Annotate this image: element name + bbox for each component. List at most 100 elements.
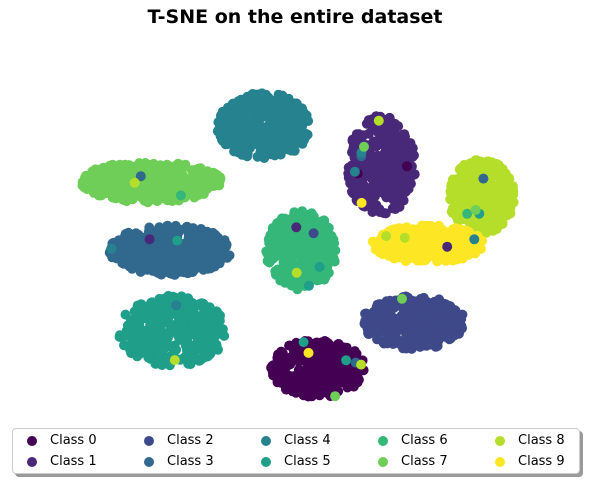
scatter-point-class-2 xyxy=(455,320,466,331)
scatter-point-class-4 xyxy=(233,118,244,129)
scatter-point-class-7 xyxy=(121,195,132,206)
scatter-point-class-7 xyxy=(87,166,98,177)
scatter-point-class-5 xyxy=(176,292,187,303)
legend-label: Class 6 xyxy=(401,433,448,448)
legend-label: Class 7 xyxy=(401,454,448,469)
legend-label: Class 0 xyxy=(50,433,97,448)
scatter-point-class-9 xyxy=(451,223,462,234)
scatter-point-class-8 xyxy=(456,170,467,180)
scatter-point-class-4 xyxy=(297,120,308,131)
scatter-point-class-3 xyxy=(115,241,125,252)
scatter-point-class-5 xyxy=(171,309,182,320)
scatter-point-class-4 xyxy=(239,148,250,159)
scatter-point-class-5 xyxy=(165,319,176,330)
scatter-point-class-6 xyxy=(262,256,273,266)
legend-marker xyxy=(261,435,271,446)
scatter-point-class-2 xyxy=(422,311,433,322)
scatter-point-class-4 xyxy=(255,97,266,108)
scatter-point-class-0 xyxy=(297,388,308,399)
scatter-point-class-4 xyxy=(171,300,182,311)
scatter-point-class-2 xyxy=(409,304,420,315)
scatter-point-class-8 xyxy=(470,173,481,184)
scatter-point-class-3 xyxy=(212,242,223,253)
scatter-point-class-9 xyxy=(356,197,367,208)
scatter-point-class-1 xyxy=(363,115,374,126)
scatter-point-class-5 xyxy=(341,355,352,366)
scatter-point-class-4 xyxy=(231,141,242,152)
scatter-point-class-1 xyxy=(291,222,302,233)
scatter-point-class-5 xyxy=(196,330,207,341)
scatter-point-class-2 xyxy=(415,335,425,346)
scatter-point-class-0 xyxy=(312,370,323,381)
scatter-point-class-5 xyxy=(147,317,158,328)
scatter-point-class-6 xyxy=(321,223,332,234)
scatter-point-class-2 xyxy=(407,325,418,336)
scatter-point-class-6 xyxy=(274,270,285,281)
scatter-point-class-1 xyxy=(405,178,416,189)
scatter-point-class-8 xyxy=(447,192,458,202)
scatter-point-class-0 xyxy=(327,358,338,369)
scatter-point-class-4 xyxy=(221,127,232,138)
scatter-point-class-8 xyxy=(481,156,492,167)
scatter-point-class-5 xyxy=(145,340,156,351)
scatter-point-class-2 xyxy=(400,334,411,345)
legend-label: Class 4 xyxy=(284,433,331,448)
scatter-point-class-2 xyxy=(378,300,389,310)
scatter-point-class-4 xyxy=(217,134,227,145)
legend-marker xyxy=(495,456,505,467)
scatter-point-class-5 xyxy=(123,327,134,338)
scatter-point-class-1 xyxy=(400,186,411,197)
scatter-point-class-3 xyxy=(176,266,187,277)
chart-title: T-SNE on the entire dataset xyxy=(147,6,443,28)
scatter-point-class-6 xyxy=(328,253,339,264)
scatter-point-class-5 xyxy=(133,323,143,334)
scatter-point-class-9 xyxy=(454,234,465,245)
legend-label: Class 2 xyxy=(167,433,214,448)
scatter-point-class-1 xyxy=(407,143,418,154)
scatter-point-class-8 xyxy=(477,222,488,233)
legend-marker xyxy=(261,456,271,467)
scatter-point-class-4 xyxy=(213,117,224,128)
scatter-point-class-7 xyxy=(330,391,341,402)
scatter-point-class-7 xyxy=(110,193,121,204)
scatter-point-class-5 xyxy=(158,344,169,355)
scatter-point-class-3 xyxy=(144,222,155,233)
legend-label: Class 8 xyxy=(518,433,565,448)
scatter-point-class-7 xyxy=(111,166,122,177)
scatter-point-class-7 xyxy=(193,178,204,189)
scatter-point-class-0 xyxy=(309,385,320,396)
scatter-point-class-5 xyxy=(152,350,163,361)
scatter-point-class-5 xyxy=(152,298,163,309)
scatter-point-class-3 xyxy=(190,234,201,245)
scatter-point-class-3 xyxy=(195,242,206,253)
scatter-point-class-1 xyxy=(442,241,453,252)
scatter-point-class-1 xyxy=(368,189,379,199)
legend-marker xyxy=(378,456,388,467)
scatter-point-class-9 xyxy=(432,256,443,267)
scatter-point-class-4 xyxy=(287,143,297,154)
scatter-point-class-9 xyxy=(413,251,424,262)
scatter-point-class-7 xyxy=(135,159,146,170)
legend-item-class-0: Class 0 xyxy=(27,433,97,448)
scatter-point-class-0 xyxy=(286,356,297,367)
scatter-point-class-0 xyxy=(321,342,332,353)
scatter-point-class-6 xyxy=(286,251,296,262)
scatter-point-class-8 xyxy=(373,115,384,126)
scatter-point-class-1 xyxy=(381,142,392,153)
scatter-point-class-3 xyxy=(183,227,194,238)
scatter-point-class-4 xyxy=(236,94,246,105)
scatter-point-class-5 xyxy=(298,337,309,348)
scatter-point-class-6 xyxy=(282,226,293,237)
scatter-point-class-4 xyxy=(349,166,360,177)
scatter-point-class-4 xyxy=(269,103,280,114)
scatter-point-class-4 xyxy=(245,129,256,140)
scatter-point-class-1 xyxy=(394,201,405,212)
scatter-point-class-3 xyxy=(157,232,168,243)
scatter-point-class-5 xyxy=(182,331,193,342)
scatter-point-class-0 xyxy=(350,373,361,383)
scatter-point-class-3 xyxy=(202,226,213,237)
scatter-point-class-8 xyxy=(458,194,469,205)
scatter-point-class-7 xyxy=(100,166,111,177)
scatter-point-class-8 xyxy=(447,174,458,185)
